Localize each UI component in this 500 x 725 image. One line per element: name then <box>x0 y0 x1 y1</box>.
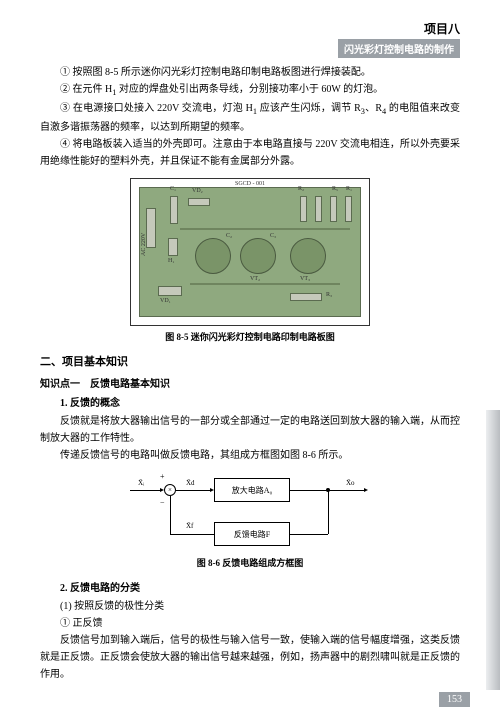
header: 项目八 <box>40 20 460 37</box>
comp-vd2 <box>188 198 210 206</box>
comp-r3 <box>290 293 322 301</box>
figure-8-6: X̄ᵢ × + − X̄d 放大电路A₀ X̄o 反馈电路F X̄f <box>120 472 380 552</box>
comp-r1b <box>345 196 352 222</box>
label-r3: R₃ <box>326 292 332 298</box>
sum-minus: − <box>160 498 165 507</box>
label-xo: X̄o <box>346 479 355 487</box>
label-vt2: VT₂ <box>250 276 260 282</box>
para-1: ① 按照图 8-5 所示迷你闪光彩灯控制电路印制电路板图进行焊接装配。 <box>40 64 460 81</box>
comp-h1 <box>168 238 178 256</box>
pcb-board: AC 220V C₁ VD₂ R₂ R₅ R₁ C₂ C₃ VT₂ VT₃ H₁… <box>139 187 361 317</box>
trace-2 <box>190 283 340 285</box>
knowledge-point-1: 知识点一 反馈电路基本知识 <box>40 375 460 390</box>
page-number: 153 <box>439 692 470 707</box>
page-content: 项目八 闪光彩灯控制电路的制作 ① 按照图 8-5 所示迷你闪光彩灯控制电路印制… <box>0 0 500 683</box>
fig-8-6-caption: 图 8-6 反馈电路组成方框图 <box>40 556 460 569</box>
label-r5: R₅ <box>332 186 338 192</box>
label-h1: H₁ <box>168 258 174 264</box>
comp-r2 <box>300 196 307 222</box>
side-gradient <box>486 410 500 690</box>
label-xd: X̄d <box>186 479 195 487</box>
label-xi: X̄ᵢ <box>138 479 144 487</box>
label-c3: C₃ <box>270 233 276 239</box>
label-vd2: VD₂ <box>192 188 203 194</box>
amp-box: 放大电路A₀ <box>214 478 290 502</box>
para-3: ③ 在电源接口处接入 220V 交流电，灯泡 H1 应该产生闪烁，调节 R3、R… <box>40 100 460 136</box>
line-in <box>130 490 160 491</box>
trace-1 <box>180 228 350 230</box>
para-2: ② 在元件 H1 对应的焊盘处引出两条导线，分别接功率小于 60W 的灯泡。 <box>40 81 460 100</box>
junction-dot <box>326 488 330 492</box>
label-xf: X̄f <box>186 522 193 530</box>
comp-vt1 <box>195 238 231 274</box>
line-down <box>328 490 329 534</box>
label-vd1: VD₁ <box>160 298 171 304</box>
label-c1: C₁ <box>170 186 176 192</box>
para-type-1: (1) 按照反馈的极性分类 <box>40 598 460 615</box>
label-vt3: VT₃ <box>300 276 310 282</box>
fig-8-5-caption: 图 8-5 迷你闪光彩灯控制电路印制电路板图 <box>40 330 460 343</box>
comp-vt2 <box>240 238 276 274</box>
comp-r1 <box>330 196 337 222</box>
line-fb-v <box>170 496 171 534</box>
comp-ac <box>146 208 156 248</box>
section-2-title: 二、项目基本知识 <box>40 353 460 369</box>
sum-plus: + <box>160 472 165 481</box>
para-feedback-1: 反馈就是将放大器输出信号的一部分或全部通过一定的电路送回到放大器的输入端，从而控… <box>40 413 460 447</box>
subtitle-bar: 闪光彩灯控制电路的制作 <box>338 39 460 58</box>
line-fb-h <box>170 534 214 535</box>
comp-r5 <box>315 196 322 222</box>
para-feedback-2: 传递反馈信号的电路叫做反馈电路，其组成方框图如图 8-6 所示。 <box>40 447 460 464</box>
line-xd <box>176 490 210 491</box>
h-pos-feedback: ① 正反馈 <box>40 615 460 632</box>
comp-vt3 <box>290 238 326 274</box>
label-ac: AC 220V <box>141 233 147 256</box>
para-pos-feedback: 反馈信号加到输入端后，信号的极性与输入信号一致，使输入端的信号幅度增强，这类反馈… <box>40 632 460 683</box>
sum-node: × <box>164 484 176 496</box>
para-4: ④ 将电路板装入适当的外壳即可。注意由于本电路直接与 220V 交流电相连，所以… <box>40 136 460 170</box>
comp-vd1 <box>158 286 182 296</box>
h-feedback-types: 2. 反馈电路的分类 <box>40 579 460 594</box>
line-to-fb <box>290 534 328 535</box>
project-title: 项目八 <box>424 22 460 36</box>
label-r1: R₁ <box>346 186 352 192</box>
label-r2: R₂ <box>298 186 304 192</box>
fb-box: 反馈电路F <box>214 522 290 546</box>
label-c2: C₂ <box>226 233 232 239</box>
figure-8-5: SGCD - 001 AC 220V C₁ VD₂ R₂ R₅ R₁ C₂ C₃… <box>130 178 370 326</box>
comp-c1 <box>170 196 178 224</box>
h-feedback-concept: 1. 反馈的概念 <box>40 394 460 409</box>
